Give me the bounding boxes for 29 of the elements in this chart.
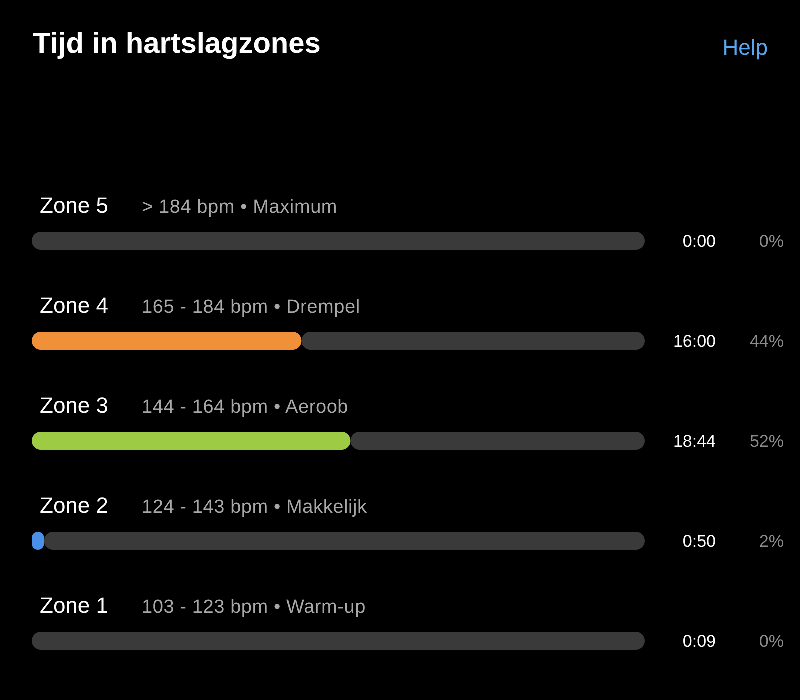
- y-tick-label: Zone 5: [40, 193, 108, 218]
- bar: [302, 332, 645, 350]
- bar: [32, 432, 351, 450]
- chart-title: Tijd in hartslagzones: [33, 28, 321, 61]
- bar: [32, 232, 645, 250]
- annotation: 103 - 123 bpm • Warm-up: [142, 597, 366, 618]
- y-tick-label: Zone 2: [40, 493, 108, 518]
- data-label: 0%: [759, 232, 784, 251]
- data-label: 2%: [759, 532, 784, 551]
- bar: [44, 532, 645, 550]
- annotation: 124 - 143 bpm • Makkelijk: [142, 497, 368, 518]
- y-tick-label: Zone 1: [40, 593, 108, 618]
- annotation: 144 - 164 bpm • Aeroob: [142, 397, 349, 418]
- annotation: > 184 bpm • Maximum: [142, 197, 338, 218]
- text: 18:44: [673, 432, 716, 451]
- text: 0:50: [682, 532, 716, 551]
- y-tick-label: Zone 3: [40, 393, 108, 418]
- bar: [32, 332, 302, 350]
- text: 0:00: [682, 232, 716, 251]
- bar: [32, 632, 645, 650]
- annotation: 165 - 184 bpm • Drempel: [142, 297, 360, 318]
- text: Help: [722, 35, 768, 61]
- text: 16:00: [673, 332, 716, 351]
- data-label: 0%: [759, 632, 784, 651]
- y-tick-label: Zone 4: [40, 293, 108, 318]
- bar: [350, 432, 645, 450]
- data-label: 52%: [750, 432, 784, 451]
- text: 0:09: [682, 632, 716, 651]
- data-label: 44%: [750, 332, 784, 351]
